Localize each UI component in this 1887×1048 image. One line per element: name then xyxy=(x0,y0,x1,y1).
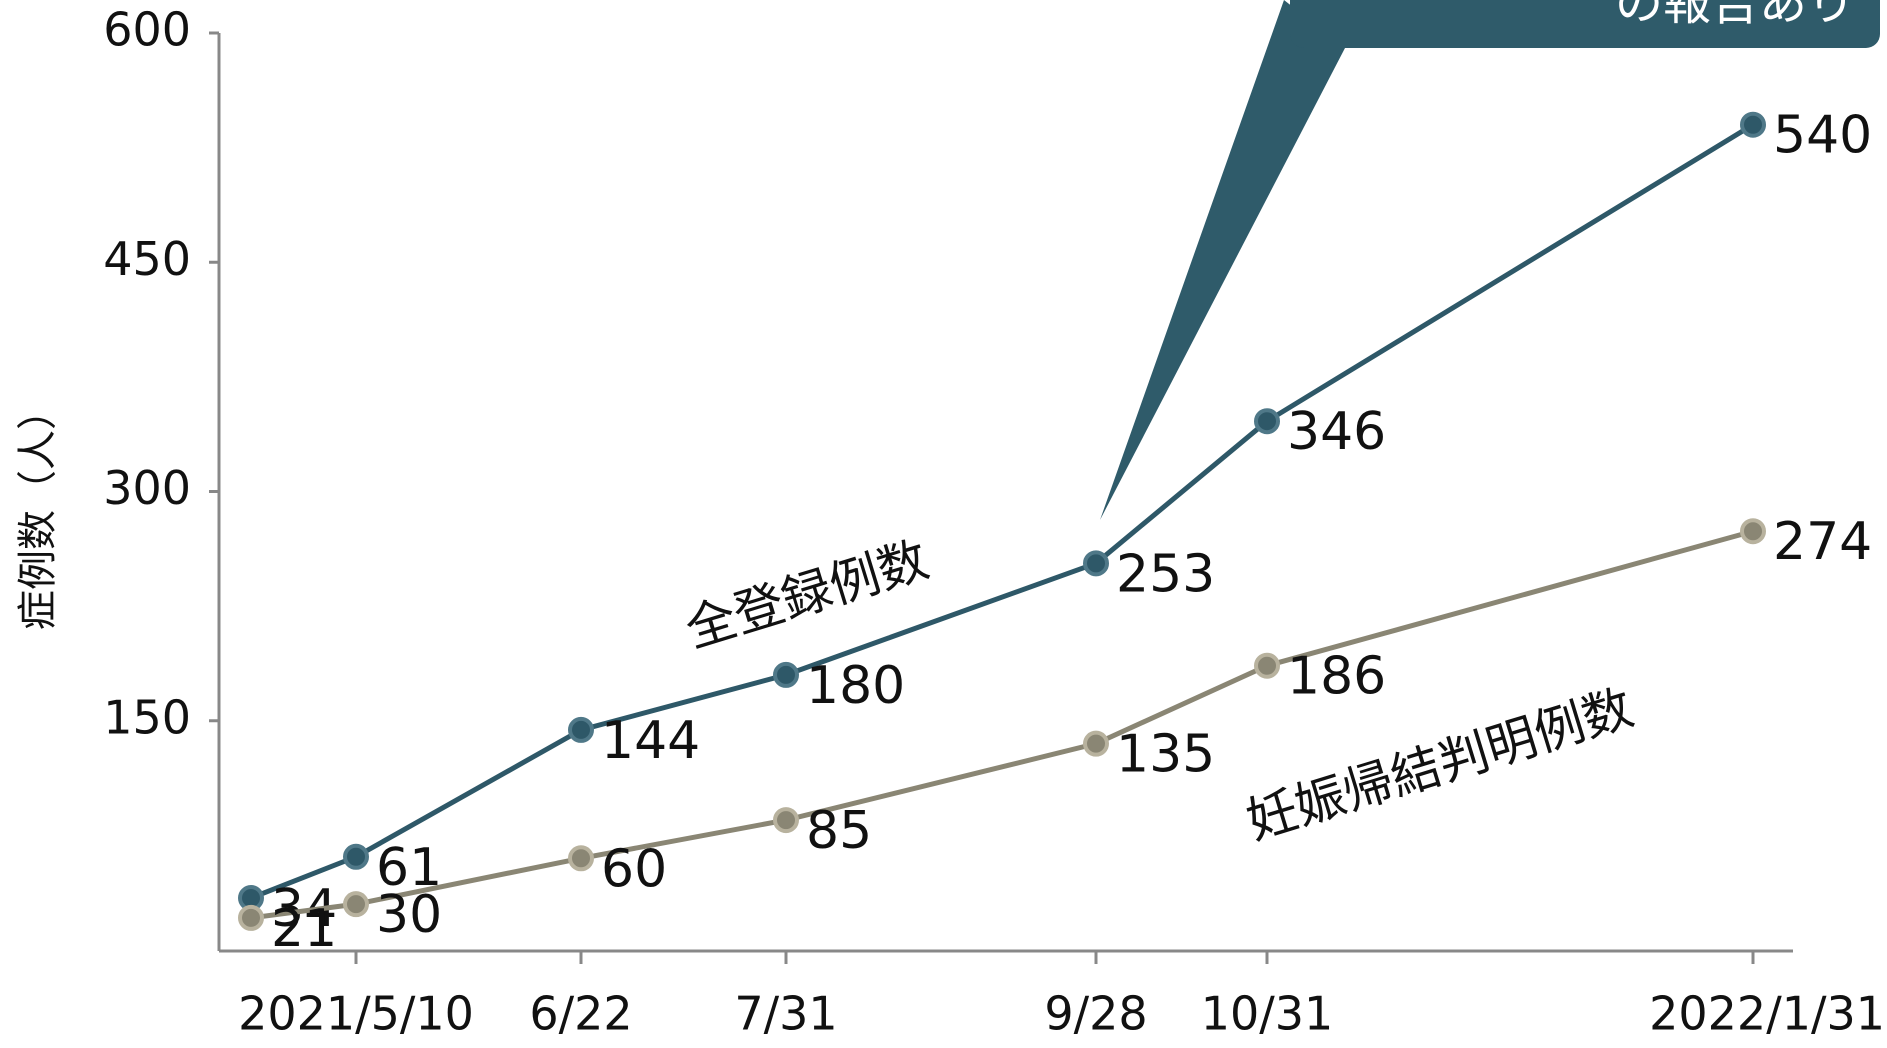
point xyxy=(1083,730,1109,757)
y-tick-label: 300 xyxy=(103,461,191,515)
x-tick-label: 10/31 xyxy=(1201,987,1334,1041)
point xyxy=(343,891,369,918)
value-label: 144 xyxy=(601,711,700,771)
point xyxy=(568,716,594,743)
series-line xyxy=(250,122,1755,901)
value-label: 274 xyxy=(1773,512,1872,572)
y-tick-label: 150 xyxy=(103,690,191,744)
point xyxy=(1083,550,1109,577)
callout-box xyxy=(1290,0,1880,48)
value-label: 180 xyxy=(806,656,905,716)
x-tick-label: 7/31 xyxy=(734,987,837,1041)
x-tick-label: 2021/5/10 xyxy=(238,987,474,1041)
series-label: 全登録例数 xyxy=(679,530,935,659)
point xyxy=(568,845,594,872)
value-label: 30 xyxy=(376,885,442,945)
point xyxy=(1740,111,1766,138)
point xyxy=(1254,408,1280,435)
point xyxy=(238,904,264,931)
value-label: 253 xyxy=(1116,544,1215,604)
x-tick-label: 6/22 xyxy=(529,987,632,1041)
y-axis-label: 症例数（人） xyxy=(15,390,61,630)
callout-pointer xyxy=(1100,0,1345,520)
value-label: 540 xyxy=(1773,106,1872,166)
value-label: 21 xyxy=(271,899,337,959)
value-label: 135 xyxy=(1116,725,1215,785)
value-label: 85 xyxy=(806,801,872,861)
y-tick-label: 450 xyxy=(103,232,191,286)
point xyxy=(773,661,799,688)
point xyxy=(1740,518,1766,545)
value-label: 186 xyxy=(1287,647,1386,707)
y-tick-label: 600 xyxy=(103,3,191,57)
value-label: 346 xyxy=(1287,402,1386,462)
point xyxy=(343,843,369,870)
value-label: 60 xyxy=(601,839,667,899)
x-tick-label: 9/28 xyxy=(1044,987,1147,1041)
point xyxy=(1254,652,1280,679)
callout-text: の報告あり xyxy=(1615,0,1855,31)
x-tick-label: 2022/1/31 xyxy=(1649,987,1885,1041)
point xyxy=(773,807,799,834)
